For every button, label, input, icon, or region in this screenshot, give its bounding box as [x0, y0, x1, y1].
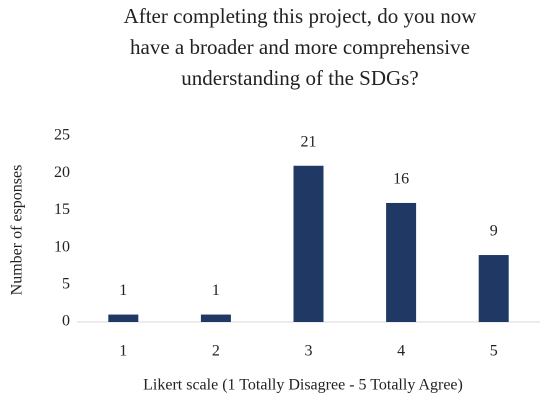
- x-tick-label: 2: [212, 343, 220, 360]
- data-label: 16: [393, 171, 409, 188]
- y-axis-label: Number of esponses: [9, 165, 26, 296]
- bar: [200, 314, 231, 322]
- bar: [293, 165, 324, 322]
- bar: [108, 314, 139, 322]
- chart-title: understanding of the SDGs?: [181, 66, 418, 90]
- data-label: 1: [212, 282, 220, 299]
- bar: [478, 255, 509, 322]
- y-tick-label: 5: [62, 275, 70, 292]
- chart-title: have a broader and more comprehensive: [130, 35, 470, 59]
- x-tick-label: 5: [490, 343, 498, 360]
- x-tick-label: 3: [305, 343, 313, 360]
- y-tick-label: 0: [62, 313, 70, 330]
- data-label: 9: [490, 223, 498, 240]
- x-tick-label: 1: [119, 343, 127, 360]
- bar: [386, 202, 417, 322]
- data-label: 1: [119, 282, 127, 299]
- y-tick-label: 20: [54, 164, 70, 181]
- chart-title: After completing this project, do you no…: [124, 4, 478, 28]
- x-axis-label: Likert scale (1 Totally Disagree - 5 Tot…: [143, 377, 463, 394]
- y-tick-label: 10: [54, 238, 70, 255]
- y-tick-label: 25: [54, 127, 70, 144]
- data-label: 21: [301, 133, 317, 150]
- y-tick-label: 15: [54, 201, 70, 218]
- x-tick-label: 4: [397, 343, 405, 360]
